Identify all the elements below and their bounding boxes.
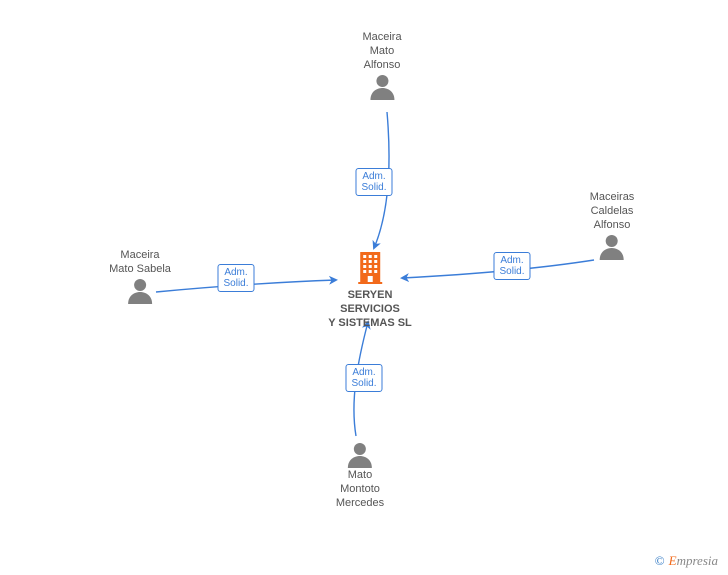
person-node: Maceira Mato Alfonso	[362, 30, 401, 100]
edge-label: Adm. Solid.	[493, 252, 530, 280]
person-label: Maceira Mato Alfonso	[362, 30, 401, 72]
person-label: Maceira Mato Sabela	[109, 248, 171, 276]
company-node: SERYEN SERVICIOS Y SISTEMAS SL	[328, 250, 412, 330]
person-label: Maceiras Caldelas Alfonso	[590, 190, 635, 232]
person-label: Mato Montoto Mercedes	[336, 468, 384, 510]
person-icon	[368, 72, 396, 100]
edge-label: Adm. Solid.	[217, 264, 254, 292]
person-icon	[346, 440, 374, 468]
person-node: Maceira Mato Sabela	[109, 248, 171, 304]
person-icon	[126, 276, 154, 304]
edge-label: Adm. Solid.	[345, 364, 382, 392]
person-node: Maceiras Caldelas Alfonso	[590, 190, 635, 260]
brand-rest: mpresia	[677, 553, 718, 568]
person-icon	[598, 232, 626, 260]
building-icon	[355, 250, 385, 284]
copyright-symbol: ©	[655, 553, 665, 568]
company-label: SERYEN SERVICIOS Y SISTEMAS SL	[328, 288, 412, 330]
watermark: © Empresia	[655, 553, 718, 569]
edge-label: Adm. Solid.	[355, 168, 392, 196]
brand-initial: E	[669, 553, 677, 568]
person-node: Mato Montoto Mercedes	[336, 440, 384, 510]
diagram-canvas: SERYEN SERVICIOS Y SISTEMAS SL Maceira M…	[0, 0, 728, 575]
